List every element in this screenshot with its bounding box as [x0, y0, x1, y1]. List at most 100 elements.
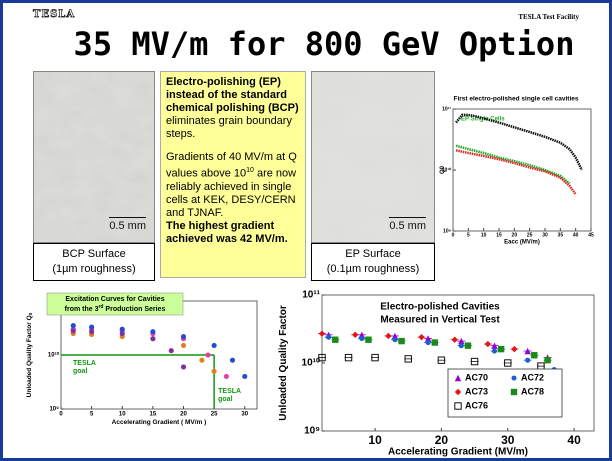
marker [181, 343, 186, 348]
scale-label: 0.5 mm [389, 217, 426, 232]
plot-title: from the 3rd Production Series [65, 304, 166, 313]
marker [199, 358, 204, 363]
goal-label: goal [218, 396, 232, 403]
x-tick-label: 10 [368, 433, 382, 447]
x-tick-label: 40 [567, 433, 581, 447]
bcp-image: 0.5 mm [33, 71, 155, 243]
marker [332, 337, 338, 343]
marker [169, 348, 174, 353]
plot-title: Measured in Vertical Test [380, 315, 500, 326]
marker [89, 324, 94, 329]
scale-label: 0.5 mm [109, 217, 146, 232]
x-tick-label: 20 [512, 232, 518, 238]
y-axis-label: Q0 [440, 165, 446, 174]
plot-title: Excitation Curves for Cavities [65, 296, 164, 303]
marker [398, 338, 404, 344]
goal-label: TESLA [73, 360, 96, 367]
x-axis-label: Accelerating Gradient (MV/m) [388, 447, 528, 458]
marker [230, 358, 235, 363]
x-tick-label: 0 [59, 411, 63, 417]
legend-label: AC78 [521, 386, 544, 396]
y-tick-label: 10¹⁰ [48, 352, 60, 359]
text: Unloaded Quality Factor Q [26, 315, 33, 397]
goal-label: goal [73, 368, 87, 375]
x-tick-label: 10 [481, 232, 487, 238]
plot-title: First electro-polished single cell cavit… [454, 96, 579, 103]
text-box: Electro-polishing (EP) instead of the st… [160, 71, 306, 278]
slide-title: 35 MV/m for 800 GeV Option [3, 25, 612, 63]
marker [511, 389, 517, 395]
legend-label: AC76 [465, 400, 488, 410]
caption-line: EP Surface [312, 247, 434, 262]
marker [212, 369, 217, 374]
marker [492, 348, 497, 353]
x-tick-label: 5 [467, 232, 470, 238]
marker [242, 374, 247, 379]
marker [544, 357, 550, 363]
bcp-caption: BCP Surface (1µm roughness) [33, 243, 155, 281]
marker [511, 375, 516, 380]
x-tick-label: 45 [588, 232, 594, 238]
marker [432, 339, 438, 345]
goal-label: TESLA [218, 388, 241, 395]
caption-line: (0.1µm roughness) [312, 262, 434, 277]
y-axis-label: Unloaded Quality Factor [278, 305, 289, 421]
legend-label: AC70 [465, 372, 488, 382]
y-tick-label: 10¹¹ [302, 290, 320, 301]
x-tick-label: 30 [542, 232, 548, 238]
x-tick-label: 25 [527, 232, 533, 238]
x-tick-label: 35 [558, 232, 564, 238]
marker [71, 328, 76, 333]
marker [120, 331, 125, 336]
x-tick-label: 30 [501, 433, 515, 447]
legend-label: AC72 [521, 372, 544, 382]
marker [365, 337, 371, 343]
marker [498, 346, 504, 352]
marker [181, 364, 186, 369]
marker [71, 323, 76, 328]
ep-image: 0.5 mm [311, 71, 435, 243]
caption-line: (1µm roughness) [34, 262, 154, 277]
plot-title: Electro-polished Cavities [380, 302, 500, 313]
text: from the 3 [65, 306, 99, 313]
text: 0 [28, 312, 34, 315]
text: Electro-polishing (EP) instead of the st… [166, 76, 299, 114]
marker [392, 337, 397, 342]
caption-line: BCP Surface [34, 247, 154, 262]
y-tick-label: 10¹⁰ [302, 358, 320, 369]
marker [181, 334, 186, 339]
marker [224, 374, 229, 379]
x-tick-label: 15 [150, 411, 157, 417]
y-tick-label: 10⁹ [49, 407, 59, 413]
x-axis-label: Accelerating Gradient ( MV/m ) [112, 419, 207, 426]
text: Q0 [440, 165, 446, 174]
x-tick-label: 20 [435, 433, 449, 447]
x-tick-label: 40 [573, 232, 579, 238]
marker [465, 342, 471, 348]
y-axis-label: Unloaded Quality Factor Q0 [26, 312, 35, 397]
x-tick-label: 10 [119, 411, 126, 417]
text: eliminates grain boundary steps. [166, 115, 292, 140]
logo: TESLA [33, 9, 75, 20]
marker [359, 336, 364, 341]
marker [150, 336, 155, 341]
x-tick-label: 5 [90, 411, 94, 417]
x-tick-label: 25 [211, 411, 218, 417]
slide: TESLA TESLA Test Facility 35 MV/m for 80… [0, 0, 612, 461]
marker [150, 329, 155, 334]
x-tick-label: 15 [496, 232, 502, 238]
x-axis-label: Eacc (MV/m) [504, 240, 540, 246]
marker [426, 340, 431, 345]
plot: 05101520253010⁹10¹⁰10¹¹Accelerating Grad… [21, 285, 263, 437]
legend-label: AC73 [465, 386, 488, 396]
marker [525, 358, 530, 363]
ep-caption: EP Surface (0.1µm roughness) [311, 243, 435, 281]
plot-frame [453, 109, 591, 231]
text: 10 [246, 167, 254, 174]
x-tick-label: 20 [180, 411, 187, 417]
text: Production Series [103, 306, 165, 313]
marker [205, 352, 210, 357]
y-tick-label: 10¹¹ [442, 106, 451, 112]
marker [531, 352, 537, 358]
